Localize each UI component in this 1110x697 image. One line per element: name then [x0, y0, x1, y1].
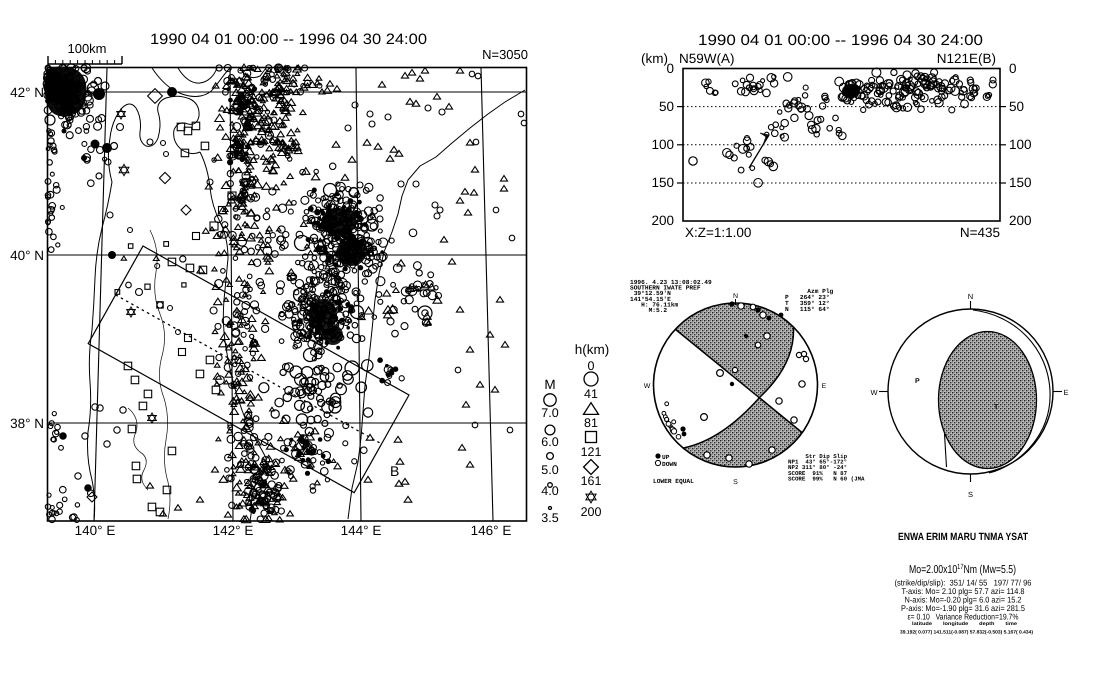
svg-text:4.0: 4.0 [541, 484, 558, 498]
svg-text:Azm Plg: Azm Plg [785, 288, 834, 295]
svg-text:150: 150 [1009, 175, 1032, 190]
svg-text:M:5.2: M:5.2 [630, 307, 667, 314]
svg-text:1996. 4.23 13:08:02.49: 1996. 4.23 13:08:02.49 [630, 279, 712, 286]
svg-text:Mo=2.00x1017Nm (Mw=5.5): Mo=2.00x1017Nm (Mw=5.5) [909, 562, 1016, 577]
svg-text:SCORE 99% N 60 (JMA: SCORE 99% N 60 (JMA [788, 475, 865, 482]
svg-text:3.5: 3.5 [541, 511, 558, 525]
svg-text:142° E: 142° E [213, 523, 254, 538]
svg-text:N: N [968, 292, 973, 301]
svg-text:NP2 311° 80° -24°: NP2 311° 80° -24° [788, 464, 847, 471]
svg-text:LOWER EQUAL: LOWER EQUAL [653, 478, 694, 485]
svg-text:W: W [644, 383, 651, 390]
svg-text:38° N: 38° N [10, 416, 44, 431]
svg-text:ENWA ERIM MARU TNMA YSAT: ENWA ERIM MARU TNMA YSAT [898, 531, 1028, 543]
svg-text:X:Z=1:1.00: X:Z=1:1.00 [685, 225, 751, 240]
svg-text:100: 100 [1009, 137, 1032, 152]
svg-text:P 264° 23°: P 264° 23° [785, 294, 830, 301]
svg-text:100: 100 [651, 137, 674, 152]
svg-text:(strike/dip/slip): 351/ 14/ 5: (strike/dip/slip): 351/ 14/ 55 197/ 77/ … [895, 578, 1032, 588]
svg-text:SCORE 91% N 87: SCORE 91% N 87 [788, 470, 848, 477]
svg-text:N: N [733, 293, 738, 300]
svg-text:P: P [915, 378, 920, 385]
svg-text:144° E: 144° E [341, 523, 382, 538]
svg-text:NP1 43° 65°-172°: NP1 43° 65°-172° [788, 459, 847, 466]
svg-text:141°54.15'E: 141°54.15'E [630, 296, 671, 303]
svg-text:50: 50 [659, 99, 674, 114]
svg-text:0: 0 [666, 61, 674, 76]
svg-text:S: S [968, 490, 973, 499]
svg-text:DOWN: DOWN [662, 461, 677, 468]
svg-text:E: E [1063, 388, 1068, 397]
svg-text:1990 04 01 00:00 -- 1996: 1990 04 01 00:00 -- 1996 04 30 24:00 [150, 31, 427, 48]
svg-text:T: T [994, 404, 999, 411]
svg-text:0: 0 [1009, 61, 1017, 76]
svg-text:150: 150 [651, 175, 674, 190]
svg-text:E: E [822, 383, 827, 390]
svg-text:Str Dip Slip: Str Dip Slip [788, 453, 848, 460]
svg-text:T-axis: Mo= 2.10 plg= 57.7 azi: T-axis: Mo= 2.10 plg= 57.7 azi= 114.8 [902, 586, 1025, 596]
svg-text:H: 76.11km: H: 76.11km [630, 301, 679, 308]
svg-text:ε= 0.10 Variance Reduction=1: ε= 0.10 Variance Reduction=19.7% [908, 612, 1020, 622]
svg-text:161: 161 [581, 474, 602, 488]
svg-text:5.0: 5.0 [541, 463, 558, 477]
svg-text:0: 0 [588, 359, 595, 373]
svg-text:140° E: 140° E [75, 523, 116, 538]
svg-text:h(km): h(km) [575, 342, 610, 357]
svg-text:121: 121 [581, 445, 602, 459]
svg-text:S: S [733, 479, 738, 486]
svg-text:N59W(A): N59W(A) [679, 51, 735, 66]
svg-text:M: M [544, 377, 555, 392]
svg-text:41: 41 [584, 387, 598, 401]
svg-text:146° E: 146° E [471, 523, 512, 538]
svg-text:200: 200 [581, 505, 602, 519]
svg-text:N-axis: Mo=-0.20 plg= 6.0 azi=: N-axis: Mo=-0.20 plg= 6.0 azi= 15.2 [905, 595, 1022, 605]
svg-text:N=3050: N=3050 [482, 47, 528, 62]
svg-text:B: B [390, 463, 399, 479]
svg-text:42° N: 42° N [10, 85, 44, 100]
svg-text:T 359° 12°: T 359° 12° [785, 300, 830, 307]
svg-text:UP: UP [662, 454, 670, 461]
svg-text:W: W [870, 388, 878, 397]
svg-text:81: 81 [584, 416, 598, 430]
svg-text:P-axis: Mo=-1.90 plg= 31.6 azi: P-axis: Mo=-1.90 plg= 31.6 azi= 281.5 [901, 603, 1025, 613]
svg-text:50: 50 [1009, 99, 1024, 114]
svg-text:1990 04 01 00:00 -- 1996: 1990 04 01 00:00 -- 1996 04 30 24:00 [698, 32, 983, 49]
svg-text:40° N: 40° N [10, 248, 44, 263]
svg-text:200: 200 [651, 213, 674, 228]
svg-text:SOUTHERN IWATE PREF: SOUTHERN IWATE PREF [630, 285, 701, 292]
svg-text:200: 200 [1009, 213, 1032, 228]
svg-text:(km): (km) [641, 51, 668, 66]
svg-text:39.192( 0.077) 141.511(-0.08: 39.192( 0.077) 141.511(-0.087) 57.832(-0… [900, 630, 1033, 636]
svg-text:100km: 100km [67, 41, 106, 56]
svg-text:39°12.59'N: 39°12.59'N [630, 290, 671, 297]
svg-text:6.0: 6.0 [541, 435, 558, 449]
svg-text:latitude longitude: latitude longitude depth time [912, 621, 1017, 627]
svg-text:7.0: 7.0 [541, 406, 558, 420]
svg-text:N121E(B): N121E(B) [937, 51, 996, 66]
svg-text:N=435: N=435 [960, 225, 1000, 240]
svg-text:N 115° 64°: N 115° 64° [785, 306, 830, 313]
